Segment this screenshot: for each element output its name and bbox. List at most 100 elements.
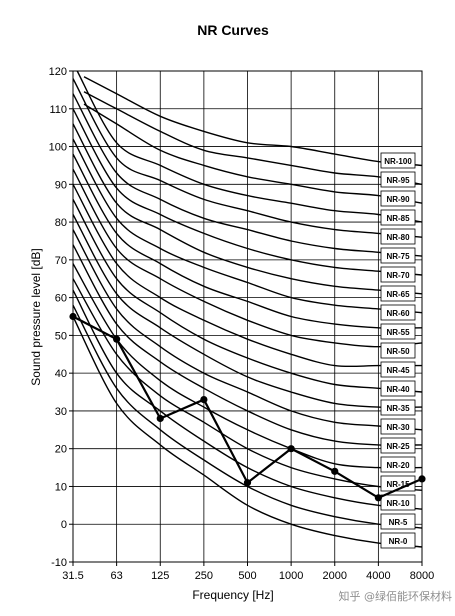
nr-label-box xyxy=(380,380,416,397)
nr-curves xyxy=(72,70,423,548)
x-tick-label: 4000 xyxy=(366,570,390,582)
nr-label-box xyxy=(380,152,416,169)
x-tick-label: 63 xyxy=(111,570,123,582)
nr-curve-line xyxy=(83,91,423,185)
nr-label-text: NR-5 xyxy=(389,518,408,527)
measured-point xyxy=(287,445,295,453)
nr-label-box xyxy=(380,228,416,245)
nr-curve-label: NR-20 xyxy=(380,456,416,473)
y-axis-label: Sound pressure level [dB] xyxy=(29,248,43,385)
measured-point xyxy=(331,467,339,475)
nr-label-box xyxy=(380,399,416,416)
nr-curve-label: NR-40 xyxy=(380,380,416,397)
nr-label-box xyxy=(380,209,416,226)
x-tick-label: 125 xyxy=(151,570,169,582)
watermark: 知乎 @绿佰能环保材料 xyxy=(339,589,453,603)
nr-curve-line xyxy=(72,183,422,368)
nr-curve-line xyxy=(72,168,423,348)
nr-label-box xyxy=(380,475,416,492)
y-tick-label: 20 xyxy=(55,444,67,456)
nr-label-text: NR-10 xyxy=(386,499,410,508)
nr-curve-line xyxy=(72,316,423,548)
y-tick-label: 40 xyxy=(55,368,67,380)
nr-curve-label: NR-50 xyxy=(380,342,416,359)
nr-label-text: NR-55 xyxy=(386,328,410,337)
nr-label-box xyxy=(380,190,416,207)
measured-point xyxy=(156,414,164,423)
nr-curve-line xyxy=(72,289,423,510)
nr-curve-line xyxy=(72,138,423,314)
nr-curve-label: NR-95 xyxy=(380,171,416,188)
nr-label-text: NR-35 xyxy=(386,404,410,413)
nr-label-box xyxy=(380,285,416,302)
y-tick-label: 0 xyxy=(61,519,67,531)
nr-label-text: NR-40 xyxy=(386,385,410,394)
nr-label-box xyxy=(380,513,416,530)
x-axis-label: Frequency [Hz] xyxy=(192,588,273,602)
nr-curve-label: NR-80 xyxy=(380,228,416,245)
nr-label-text: NR-65 xyxy=(386,290,410,299)
measured-point xyxy=(243,479,252,487)
x-tick-label: 1000 xyxy=(279,570,303,582)
nr-curve-line xyxy=(72,93,423,257)
y-tick-label: 10 xyxy=(55,481,67,493)
nr-curve-line xyxy=(72,153,423,329)
nr-label-text: NR-60 xyxy=(386,309,410,318)
y-tick-label: 60 xyxy=(55,293,67,305)
nr-label-box xyxy=(380,266,416,283)
nr-curve-line xyxy=(72,214,423,409)
nr-curve-label: NR-25 xyxy=(380,437,416,454)
nr-curve-label: NR-65 xyxy=(380,285,416,302)
nr-label-text: NR-0 xyxy=(389,537,408,546)
nr-label-box xyxy=(380,532,416,549)
nr-curve-label: NR-35 xyxy=(380,399,416,416)
nr-label-box xyxy=(380,171,416,188)
nr-label-text: NR-15 xyxy=(386,480,410,489)
y-tick-label: 80 xyxy=(55,217,67,229)
nr-curve-line xyxy=(83,103,423,204)
nr-curve-line xyxy=(76,70,423,223)
nr-label-text: NR-100 xyxy=(384,157,412,166)
nr-curve-line xyxy=(72,229,423,431)
y-tick-label: -10 xyxy=(51,557,67,569)
nr-label-box xyxy=(380,456,416,473)
nr-curve-label: NR-55 xyxy=(380,323,416,340)
nr-label-box xyxy=(380,418,416,435)
y-tick-label: 110 xyxy=(49,104,67,116)
nr-label-box xyxy=(380,437,416,454)
measured-point xyxy=(374,494,382,502)
nr-label-box xyxy=(380,247,416,264)
measured-point xyxy=(113,335,121,343)
nr-curve-label: NR-70 xyxy=(380,266,416,283)
nr-curve-label: NR-85 xyxy=(380,209,416,226)
nr-label-box xyxy=(380,323,416,340)
x-tick-label: 250 xyxy=(195,570,213,582)
x-tick-label: 8000 xyxy=(410,570,434,582)
y-tick-label: 100 xyxy=(49,142,67,154)
nr-label-text: NR-50 xyxy=(386,347,410,356)
nr-label-text: NR-95 xyxy=(386,176,410,185)
y-tick-label: 90 xyxy=(55,179,67,191)
nr-label-box xyxy=(380,342,416,359)
nr-curve-label: NR-60 xyxy=(380,304,416,321)
nr-curve-label: NR-0 xyxy=(380,532,416,549)
nr-curve-line xyxy=(72,199,423,393)
nr-curve-label: NR-90 xyxy=(380,190,416,207)
nr-curve-line xyxy=(83,76,423,167)
nr-curve-line xyxy=(72,278,423,491)
x-tick-label: 2000 xyxy=(323,570,347,582)
x-tick-label: 31.5 xyxy=(62,570,83,582)
nr-label-text: NR-90 xyxy=(386,195,410,204)
nr-curve-label: NR-5 xyxy=(380,513,416,530)
nr-label-box xyxy=(380,361,416,378)
nr-label-text: NR-85 xyxy=(386,214,410,223)
nr-label-text: NR-45 xyxy=(386,366,410,375)
nr-curve-label: NR-100 xyxy=(380,152,416,169)
y-tick-label: 120 xyxy=(49,66,67,78)
nr-curve-label: NR-75 xyxy=(380,247,416,264)
nr-label-text: NR-30 xyxy=(386,423,410,432)
x-axis-ticks: 31.5 63 125 250 500 1000 2000 4000 8000 xyxy=(62,562,434,582)
nr-label-text: NR-25 xyxy=(386,442,410,451)
nr-curve-label: NR-10 xyxy=(380,494,416,511)
